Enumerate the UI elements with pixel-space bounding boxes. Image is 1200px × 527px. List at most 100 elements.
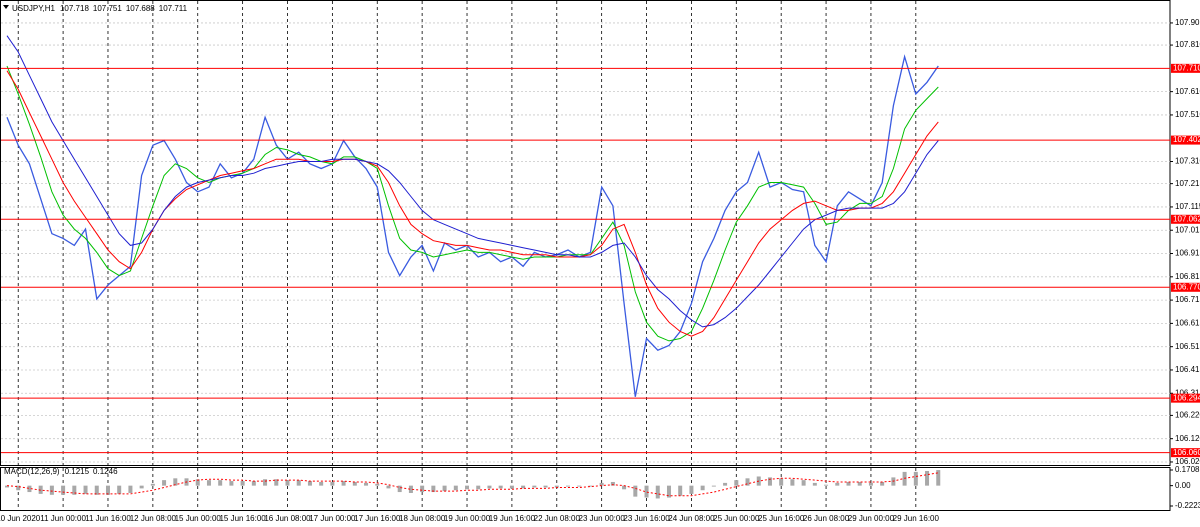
- macd-bar: [599, 482, 604, 486]
- macd-bar: [431, 485, 436, 493]
- macd-bar: [610, 481, 615, 486]
- x-tick-label: 23 Jun 16:00: [623, 514, 670, 523]
- y-tick-label: 107.215: [1175, 179, 1200, 188]
- macd-bar: [622, 485, 627, 490]
- macd-bar: [307, 481, 312, 486]
- header-value: 107.751: [93, 4, 122, 13]
- macd-bar: [644, 485, 649, 498]
- macd-bar: [251, 481, 256, 486]
- moving-average: [6, 65, 939, 342]
- x-tick-label: 25 Jun 00:00: [713, 514, 760, 523]
- x-tick-label: 12 Jun 08:00: [130, 514, 177, 523]
- macd-bar: [711, 485, 716, 487]
- macd-bar: [554, 485, 559, 488]
- macd-bar: [139, 485, 144, 489]
- x-tick-label: 17 Jun 16:00: [354, 514, 401, 523]
- x-tick-label: 17 Jun 00:00: [309, 514, 356, 523]
- macd-bar: [72, 485, 77, 495]
- level-label: 106.060: [1173, 448, 1200, 457]
- y-tick-label: 0.00: [1175, 481, 1191, 490]
- x-tick-label: 22 Jun 08:00: [534, 514, 581, 523]
- y-tick-label: 106.020: [1175, 457, 1200, 466]
- y-tick-label: 107.610: [1175, 87, 1200, 96]
- indicator-title: USDJPY,H1: [12, 4, 56, 13]
- indicator-title: MACD(12,26,9): [4, 467, 60, 476]
- level-label: 106.770: [1173, 282, 1200, 291]
- signal-line: [6, 472, 939, 497]
- level-tag: [1171, 135, 1200, 145]
- macd-bar: [150, 483, 155, 486]
- y-tick-label: 107.115: [1175, 202, 1200, 211]
- macd-frame: [0, 467, 1171, 511]
- macd-bar: [105, 485, 110, 495]
- macd-bar: [779, 478, 784, 486]
- x-tick-label: 10 Jun 2020: [0, 514, 41, 523]
- macd-bar: [61, 485, 66, 495]
- macd-bar: [218, 480, 223, 486]
- macd-bar: [577, 485, 582, 487]
- y-tick-label: 107.905: [1175, 18, 1200, 27]
- macd-bar: [49, 485, 54, 495]
- y-tick-label: 106.615: [1175, 318, 1200, 327]
- macd-bar: [195, 479, 200, 486]
- menu-arrow: [3, 5, 9, 9]
- macd-bar: [341, 481, 346, 486]
- x-tick-label: 29 Jun 00:00: [848, 514, 895, 523]
- moving-average: [6, 35, 939, 328]
- level-tag: [1171, 282, 1200, 292]
- macd-bar: [94, 485, 99, 495]
- macd-bar: [487, 485, 492, 489]
- y-tick-label: 106.815: [1175, 272, 1200, 281]
- y-tick-label: 106.715: [1175, 295, 1200, 304]
- macd-bar: [117, 485, 122, 494]
- macd-bar: [319, 481, 324, 486]
- level-tag: [1171, 393, 1200, 403]
- level-tag: [1171, 214, 1200, 224]
- macd-bar: [566, 485, 570, 487]
- macd-bar: [5, 485, 9, 488]
- macd-bar: [465, 485, 470, 490]
- macd-bar: [285, 480, 290, 486]
- level-label: 107.710: [1173, 63, 1200, 72]
- x-tick-label: 15 Jun 16:00: [219, 514, 266, 523]
- macd-bar: [128, 485, 133, 493]
- macd-bar: [274, 479, 279, 486]
- macd-bar: [846, 481, 851, 486]
- header-value: 0.1246: [93, 467, 118, 476]
- macd-bar: [420, 485, 425, 493]
- macd-bar: [723, 482, 728, 486]
- header-value: 0.1215: [65, 467, 90, 476]
- macd-bar: [655, 485, 660, 499]
- y-tick-label: 107.015: [1175, 225, 1200, 234]
- macd-bar: [162, 480, 167, 486]
- main-frame: [0, 0, 1171, 466]
- y-tick-label: 107.810: [1175, 40, 1200, 49]
- macd-bar: [453, 485, 458, 491]
- macd-bar: [397, 485, 402, 493]
- macd-bar: [824, 484, 829, 486]
- macd-bar: [364, 482, 369, 486]
- macd-bar: [857, 481, 862, 486]
- y-tick-label: 106.415: [1175, 365, 1200, 374]
- macd-bar: [330, 481, 335, 486]
- x-tick-label: 23 Jun 00:00: [579, 514, 626, 523]
- macd-bar: [509, 485, 514, 489]
- macd-bar: [27, 485, 32, 493]
- x-tick-label: 18 Jun 08:00: [399, 514, 446, 523]
- y-tick-label: -0.2223: [1175, 501, 1200, 510]
- macd-bar: [689, 485, 694, 494]
- level-label: 107.062: [1173, 214, 1200, 223]
- macd-bar: [801, 480, 806, 486]
- macd-bar: [588, 485, 593, 487]
- macd-bar: [700, 485, 705, 491]
- macd-bar: [263, 479, 268, 486]
- macd-bar: [375, 483, 380, 486]
- macd-bar: [790, 479, 795, 486]
- header-value: 107.718: [60, 4, 89, 13]
- macd-bar: [913, 471, 918, 486]
- macd-bar: [678, 485, 683, 496]
- macd-bar: [543, 485, 548, 488]
- macd-bar: [173, 478, 178, 486]
- x-tick-label: 19 Jun 16:00: [489, 514, 536, 523]
